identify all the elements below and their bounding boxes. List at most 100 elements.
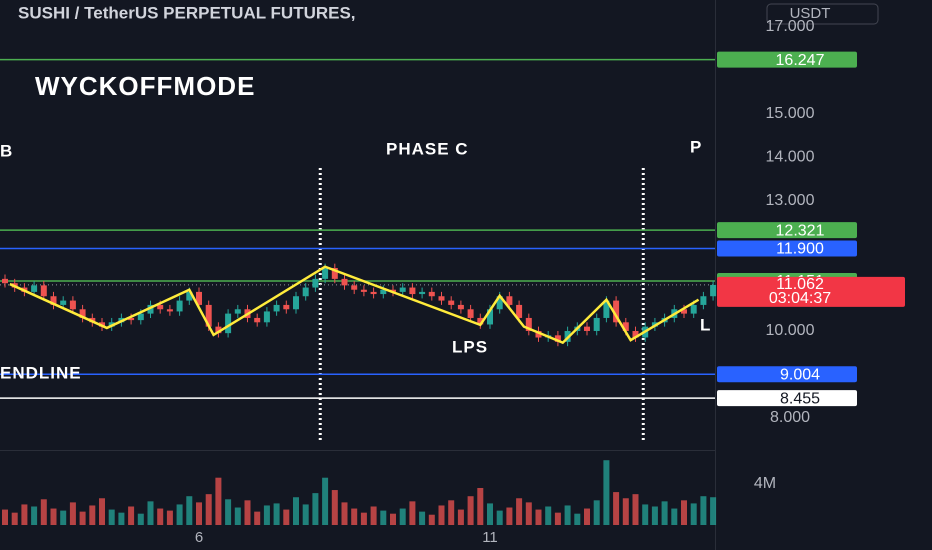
y-tick-label: 13.000: [766, 192, 815, 209]
volume-bar: [457, 509, 464, 525]
candle-body: [166, 309, 173, 312]
volume-bar: [21, 504, 28, 525]
candle-body: [603, 300, 610, 318]
level-label-box: [717, 222, 857, 239]
annotation: WYCKOFFMODE: [35, 71, 255, 101]
level-label: 16.247: [776, 52, 825, 69]
y-tick-label: 10.000: [766, 322, 815, 339]
candle-body: [147, 304, 154, 314]
volume-bar: [535, 509, 542, 525]
candle-body: [263, 311, 270, 323]
volume-bar: [622, 498, 629, 525]
volume-bar: [516, 498, 523, 525]
volume-bar: [273, 503, 280, 525]
volume-bar: [89, 505, 96, 525]
volume-bar: [506, 507, 513, 525]
level-label-box: [717, 51, 857, 68]
volume-bar: [283, 509, 290, 525]
candle-body: [196, 291, 202, 305]
volume-bar: [700, 496, 707, 525]
candle-body: [331, 268, 338, 279]
candle-body: [448, 300, 455, 305]
currency-box[interactable]: [766, 3, 879, 25]
level-label: 8.455: [780, 390, 820, 407]
volume-bar: [477, 487, 484, 525]
volume-bar: [390, 513, 396, 525]
candle-body: [225, 313, 232, 334]
annotation: LPS: [452, 337, 488, 356]
candle-body: [254, 317, 261, 323]
volume-bar: [399, 508, 406, 525]
last-price-box: [717, 276, 905, 307]
volume-bar: [244, 500, 251, 525]
volume-bar: [186, 496, 193, 525]
candle-body: [69, 300, 76, 310]
level-label-box: [717, 240, 857, 257]
x-tick-label: 11: [482, 529, 498, 546]
candle-body: [399, 287, 406, 292]
volume-bar: [409, 501, 416, 525]
candle-body: [186, 291, 193, 301]
candle-body: [283, 304, 290, 310]
level-label-box: [717, 366, 857, 383]
volume-bar: [137, 513, 144, 525]
annotation: L: [700, 315, 711, 334]
volume-bar: [564, 505, 571, 525]
candle-body: [457, 304, 464, 310]
y-tick-label: 17.000: [766, 18, 815, 35]
volume-bar: [157, 508, 164, 525]
volume-bar: [79, 511, 86, 525]
volume-bar: [574, 513, 581, 525]
candle-body: [322, 268, 329, 279]
candle-body: [467, 309, 474, 318]
volume-bar: [525, 502, 532, 525]
last-price-label: 11.062: [776, 276, 824, 293]
volume-bar: [487, 503, 493, 525]
candle-body: [380, 289, 387, 295]
volume-bar: [225, 499, 232, 525]
volume-bar: [215, 477, 222, 525]
candle-body: [390, 289, 396, 292]
volume-bar: [128, 506, 135, 525]
candle-body: [234, 309, 241, 314]
volume-bar: [584, 508, 590, 525]
volume-bar: [603, 460, 610, 525]
volume-bar: [302, 504, 309, 525]
volume-bar: [593, 500, 600, 525]
candle-body: [370, 291, 377, 295]
candle-body: [477, 317, 484, 325]
annotation: PHASE C: [386, 139, 469, 158]
candle-body: [409, 287, 416, 295]
volume-bar: [50, 508, 57, 525]
y-tick-label: 8.000: [770, 409, 810, 426]
level-label-box: [717, 390, 857, 407]
candle-body: [157, 304, 164, 310]
currency[interactable]: USDT: [790, 5, 831, 22]
candle-body: [632, 330, 639, 338]
candle-body: [506, 296, 513, 305]
volume-bar: [554, 512, 561, 525]
level-label: 12.321: [776, 222, 825, 239]
volume-bar: [613, 492, 620, 525]
candle-body: [535, 330, 542, 338]
candle-body: [60, 300, 67, 305]
volume-bar: [312, 493, 319, 525]
candle-body: [516, 304, 523, 318]
candle-body: [428, 291, 435, 297]
volume-bar: [60, 510, 67, 525]
candle-body: [31, 285, 38, 292]
volume-bar: [690, 503, 697, 525]
volume-bar: [11, 512, 18, 525]
volume-bar: [642, 504, 649, 525]
volume-bar: [710, 497, 717, 525]
volume-bar: [176, 504, 183, 525]
volume-bar: [69, 502, 76, 525]
countdown: 03:04:37: [769, 290, 831, 307]
candle-body: [40, 285, 47, 297]
volume-bar: [147, 501, 154, 525]
level-label: 11.900: [776, 241, 824, 258]
candle-body: [681, 309, 687, 314]
volume-bar: [681, 500, 687, 525]
volume-bar: [254, 511, 261, 525]
candle-body: [487, 309, 493, 325]
